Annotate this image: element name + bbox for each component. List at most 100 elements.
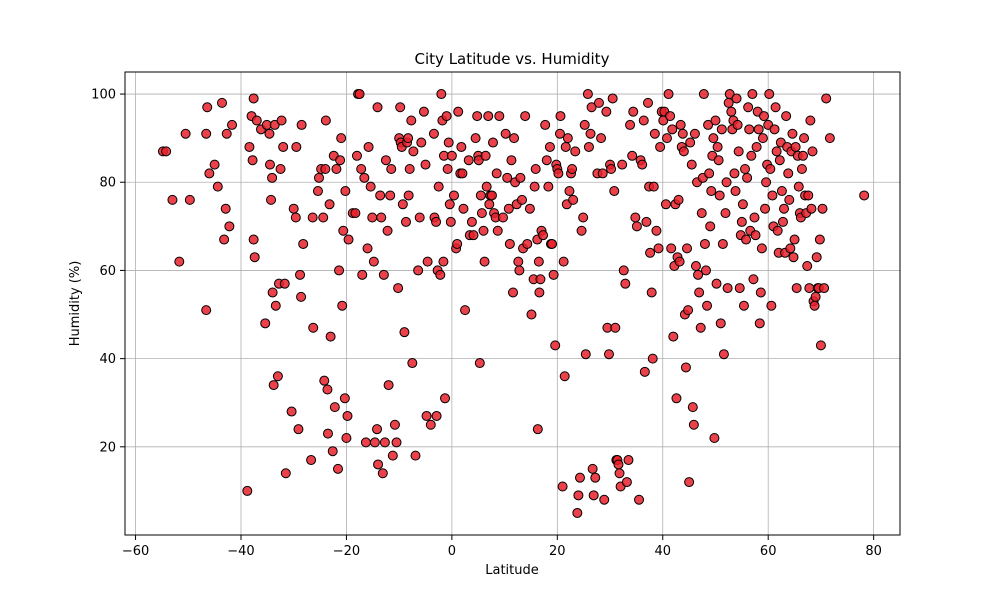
y-tick-label: 20 [99,440,116,455]
scatter-point [466,216,477,227]
scatter-point [740,164,750,175]
scatter-point [580,349,591,360]
scatter-point [682,243,693,254]
y-tick-label: 80 [99,176,116,191]
scatter-point [463,155,474,166]
scatter-point [646,287,657,298]
scatter-point [783,168,794,179]
scatter-point [649,128,660,139]
scatter-point [796,164,807,175]
scatter-point [314,172,325,183]
scatter-point [260,318,271,329]
scatter-point [386,164,397,175]
scatter-point [502,172,513,183]
scatter-point [757,133,768,144]
scatter-point [530,164,541,175]
scatter-point [623,455,634,466]
scatter-point [741,234,752,245]
scatter-point [403,133,414,144]
scatter-point [804,283,815,294]
scatter-point [721,177,732,188]
scatter-point [700,265,711,276]
scatter-point [244,141,255,152]
scatter-point [533,256,544,267]
scatter-point [357,269,368,280]
scatter-point [219,234,230,245]
scatter-point [270,300,281,311]
scatter-point [491,168,502,179]
scatter-point [744,124,755,135]
scatter-point [564,186,575,197]
scatter-point [774,155,785,166]
scatter-point [433,181,444,192]
scatter-point [712,141,723,152]
scatter-point [789,234,800,245]
scatter-point [365,181,376,192]
scatter-point [859,190,870,201]
scatter-point [308,322,319,333]
scatter-point [586,102,597,113]
scatter-point [603,349,614,360]
scatter-point [722,283,733,294]
scatter-point [272,371,283,382]
scatter-point [730,186,741,197]
x-tick-label: 40 [654,544,671,559]
scatter-point [264,128,275,139]
scatter-point [436,89,447,100]
scatter-point [671,393,682,404]
scatter-point [797,150,808,161]
scatter-point [279,278,290,289]
scatter-point [731,93,742,104]
scatter-point [811,252,822,263]
scatter-point [628,106,639,117]
scatter-point [343,234,354,245]
scatter-point [312,186,323,197]
scatter-point [620,278,631,289]
scatter-point [431,410,442,421]
scatter-point [452,238,463,249]
scatter-point [810,291,821,302]
scatter-point [221,128,232,139]
scatter-point [535,274,546,285]
scatter-point [772,225,783,236]
scatter-point [174,256,185,267]
scatter-point [807,146,818,157]
scatter-point [684,477,695,488]
scatter-point [335,155,346,166]
scatter-point [570,146,581,157]
scatter-point [590,472,601,483]
scatter-point [618,265,629,276]
scatter-point [532,424,543,435]
scatter-point [395,102,406,113]
scatter-point [693,269,704,280]
x-tick-label: 60 [760,544,777,559]
scatter-point [248,93,259,104]
x-tick-label: 0 [448,544,456,559]
scatter-point [278,141,289,152]
scatter-point [435,269,446,280]
scatter-point [788,252,799,263]
scatter-point [560,141,571,152]
scatter-point [487,137,498,148]
scatter-point [288,203,299,214]
scatter-point [363,141,374,152]
scatter-point [665,111,676,122]
scatter-point [674,256,685,267]
scatter-point [751,141,762,152]
scatter-point [819,283,830,294]
scatter-point [568,194,579,205]
scatter-point [781,111,792,122]
y-tick-label: 100 [91,88,116,103]
scatter-point [736,216,747,227]
scatter-point [553,168,564,179]
scatter-point [356,164,367,175]
scatter-point [474,358,485,369]
scatter-point [538,230,549,241]
scatter-point [201,128,212,139]
scatter-point [298,238,309,249]
scatter-point [776,186,787,197]
scatter-point [732,119,743,130]
scatter-point [678,146,689,157]
scatter-point [743,102,754,113]
